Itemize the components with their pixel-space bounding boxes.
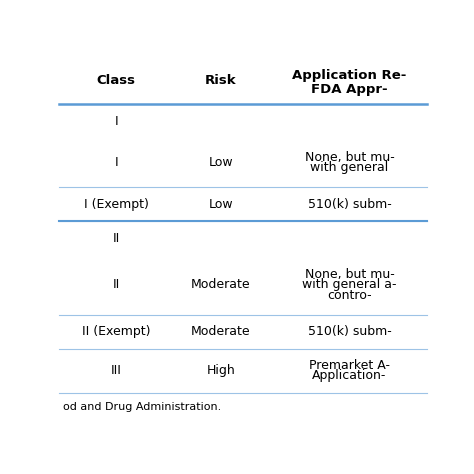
Text: Application-: Application-: [312, 369, 387, 382]
Text: Low: Low: [209, 156, 233, 169]
Text: I (Exempt): I (Exempt): [84, 198, 149, 211]
Text: II: II: [112, 232, 120, 245]
Text: 510(k) subm-: 510(k) subm-: [308, 325, 392, 338]
Text: I: I: [114, 156, 118, 169]
Text: III: III: [111, 364, 122, 377]
Text: None, but mu-: None, but mu-: [305, 268, 394, 281]
Text: Low: Low: [209, 198, 233, 211]
Text: I: I: [114, 115, 118, 128]
Text: contro-: contro-: [327, 289, 372, 301]
Text: with general: with general: [310, 161, 389, 174]
Text: Application Re-: Application Re-: [292, 69, 407, 82]
Text: None, but mu-: None, but mu-: [305, 151, 394, 164]
Text: High: High: [207, 364, 235, 377]
Text: Moderate: Moderate: [191, 325, 251, 338]
Text: with general a-: with general a-: [302, 278, 397, 292]
Text: II: II: [112, 278, 120, 292]
Text: Moderate: Moderate: [191, 278, 251, 292]
Text: Premarket A-: Premarket A-: [309, 359, 390, 372]
Text: Class: Class: [97, 74, 136, 87]
Text: Risk: Risk: [205, 74, 237, 87]
Text: od and Drug Administration.: od and Drug Administration.: [63, 402, 221, 412]
Text: 510(k) subm-: 510(k) subm-: [308, 198, 392, 211]
Text: FDA Appr-: FDA Appr-: [311, 83, 388, 96]
Text: II (Exempt): II (Exempt): [82, 325, 150, 338]
